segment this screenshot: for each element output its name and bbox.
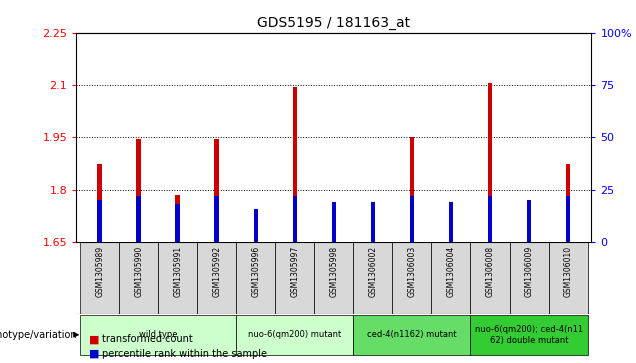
Text: GSM1306009: GSM1306009	[525, 246, 534, 297]
Bar	[471, 315, 588, 355]
Bar	[392, 242, 431, 314]
Bar	[488, 196, 492, 242]
Bar	[549, 242, 588, 314]
Bar	[80, 315, 237, 355]
Bar	[371, 202, 375, 242]
Text: GSM1306004: GSM1306004	[446, 246, 455, 297]
Bar	[371, 205, 375, 242]
Text: nuo-6(qm200) mutant: nuo-6(qm200) mutant	[248, 330, 342, 339]
Bar	[448, 212, 453, 242]
Bar	[354, 315, 471, 355]
Bar	[471, 242, 509, 314]
Bar	[527, 200, 532, 242]
Text: GSM1305992: GSM1305992	[212, 246, 221, 297]
Bar	[566, 196, 570, 242]
Text: GSM1305989: GSM1305989	[95, 246, 104, 297]
Bar	[136, 139, 141, 242]
Text: GSM1306003: GSM1306003	[408, 246, 417, 297]
Bar	[331, 205, 336, 242]
Bar	[509, 242, 549, 314]
Bar	[80, 242, 120, 314]
Text: GSM1306008: GSM1306008	[485, 246, 495, 297]
Bar	[120, 242, 158, 314]
Text: wild type: wild type	[139, 330, 177, 339]
Bar	[97, 200, 102, 242]
Bar	[354, 242, 392, 314]
Bar	[254, 209, 258, 242]
Bar	[237, 315, 354, 355]
Text: ■: ■	[89, 334, 100, 344]
Bar	[410, 137, 414, 242]
Text: GSM1305997: GSM1305997	[291, 246, 300, 297]
Text: GSM1305991: GSM1305991	[173, 246, 183, 297]
Bar	[214, 196, 219, 242]
Text: GSM1305996: GSM1305996	[251, 246, 260, 297]
Bar	[254, 218, 258, 242]
Bar	[275, 242, 314, 314]
Text: GSM1306002: GSM1306002	[368, 246, 377, 297]
Bar	[488, 83, 492, 242]
Text: GSM1306010: GSM1306010	[563, 246, 572, 297]
Bar	[176, 204, 180, 242]
Bar	[214, 139, 219, 242]
Text: ced-4(n1162) mutant: ced-4(n1162) mutant	[367, 330, 457, 339]
Bar	[136, 196, 141, 242]
Bar	[431, 242, 471, 314]
Bar	[97, 164, 102, 242]
Bar	[293, 196, 297, 242]
Bar	[293, 87, 297, 242]
Bar	[331, 202, 336, 242]
Text: percentile rank within the sample: percentile rank within the sample	[102, 349, 266, 359]
Title: GDS5195 / 181163_at: GDS5195 / 181163_at	[258, 16, 410, 30]
Bar	[237, 242, 275, 314]
Bar	[527, 200, 532, 242]
Text: GSM1305998: GSM1305998	[329, 246, 338, 297]
Bar	[314, 242, 354, 314]
Text: genotype/variation: genotype/variation	[0, 330, 77, 340]
Bar	[448, 202, 453, 242]
Bar	[410, 196, 414, 242]
Text: nuo-6(qm200); ced-4(n11
62) double mutant: nuo-6(qm200); ced-4(n11 62) double mutan…	[475, 325, 583, 344]
Bar	[197, 242, 237, 314]
Text: GSM1305990: GSM1305990	[134, 246, 143, 297]
Text: transformed count: transformed count	[102, 334, 193, 344]
Bar	[176, 195, 180, 242]
Bar	[566, 164, 570, 242]
Bar	[158, 242, 197, 314]
Text: ■: ■	[89, 349, 100, 359]
